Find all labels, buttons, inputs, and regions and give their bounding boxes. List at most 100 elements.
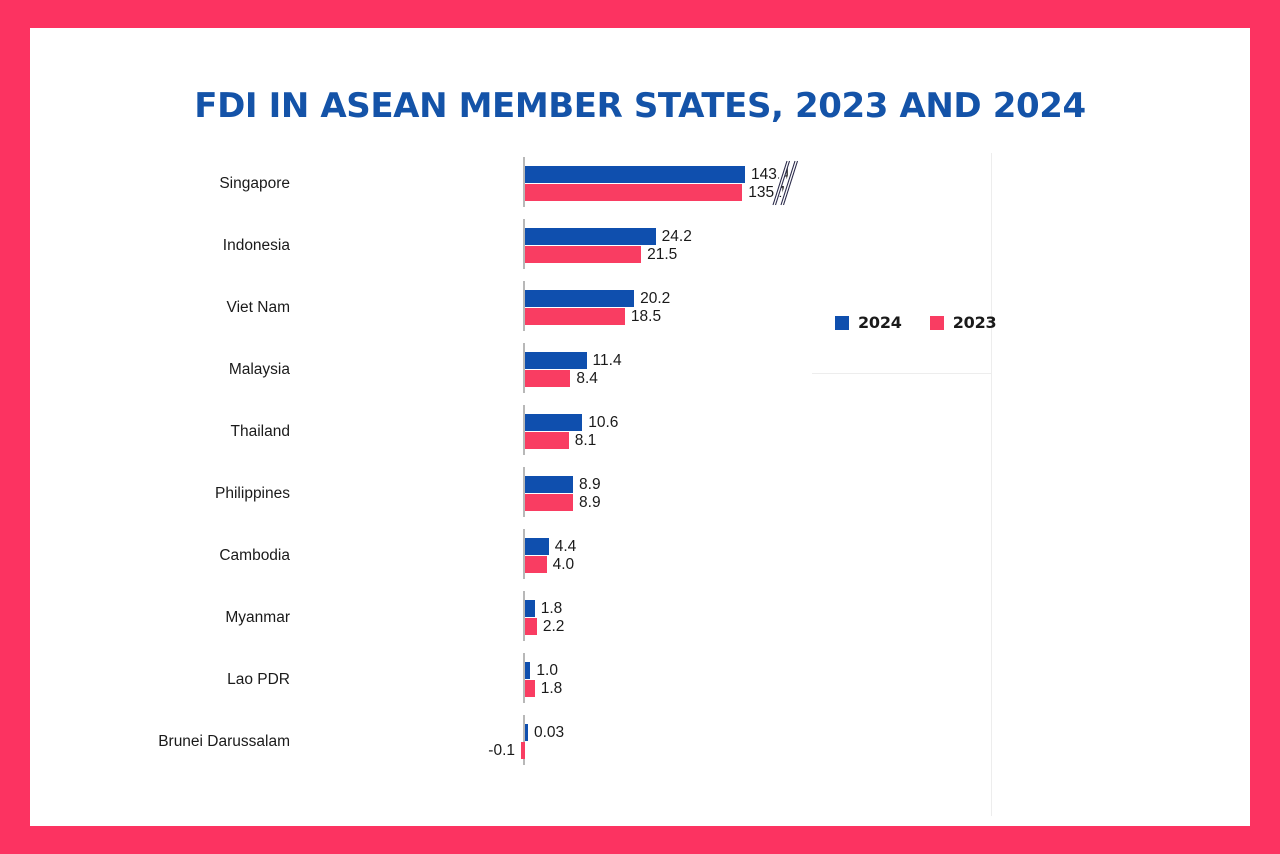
- bar-row-2024[interactable]: 1.0: [523, 662, 1000, 679]
- bar-2023[interactable]: [525, 308, 625, 325]
- category-label: Singapore: [219, 175, 290, 192]
- category-label: Malaysia: [228, 361, 290, 378]
- category-label: Viet Nam: [226, 299, 290, 316]
- bar-group: Viet Nam 20.2 18.5: [227, 281, 1000, 331]
- bar-value-label: 11.4: [592, 351, 622, 369]
- bar-row-2023[interactable]: 18.5: [523, 308, 1000, 325]
- bar-row-2023[interactable]: 135.1: [523, 184, 1000, 201]
- bar-2023[interactable]: [525, 680, 535, 697]
- bar-2024[interactable]: [525, 724, 528, 741]
- bar-value-label: 18.5: [630, 307, 662, 325]
- bar-row-2023[interactable]: 4.0: [523, 556, 1000, 573]
- bar-2024[interactable]: [525, 476, 574, 493]
- bar-row-2024[interactable]: 1.8: [523, 600, 1000, 617]
- bar-value-label: 1.8: [540, 679, 563, 697]
- axis-tick: [523, 467, 525, 517]
- axis-tick: [523, 343, 525, 393]
- bar-2024[interactable]: [525, 538, 549, 555]
- chart-card: FDI IN ASEAN MEMBER STATES, 2023 AND 202…: [30, 28, 1250, 826]
- category-label: Indonesia: [222, 237, 290, 254]
- bar-2023[interactable]: [525, 246, 642, 263]
- chart-legend: 2024 2023: [835, 313, 997, 332]
- bar-row-2023[interactable]: -0.1: [488, 742, 1000, 759]
- bar-group: Lao PDR 1.0 1.8: [227, 653, 1000, 703]
- bar-value-label: 1.0: [536, 661, 558, 679]
- page-title: FDI IN ASEAN MEMBER STATES, 2023 AND 202…: [194, 86, 1086, 126]
- bar-row-2024[interactable]: 4.4: [523, 538, 1000, 555]
- bar-row-2024[interactable]: 20.2: [523, 290, 1000, 307]
- bar-2024[interactable]: [525, 414, 583, 431]
- bar-2023[interactable]: [525, 184, 743, 201]
- bar-group: Malaysia 11.4 8.4: [229, 343, 1000, 393]
- bar-2023[interactable]: [525, 370, 571, 387]
- category-label: Lao PDR: [227, 671, 290, 688]
- bar-2024[interactable]: [525, 228, 656, 245]
- axis-tick: [523, 591, 525, 641]
- bar-group: Myanmar 1.8 2.2: [225, 591, 1000, 641]
- legend-underline: [812, 373, 992, 374]
- bar-2024[interactable]: [525, 600, 535, 617]
- bar-2023[interactable]: [525, 494, 574, 511]
- bar-group: Thailand 10.6 8.1: [231, 405, 1000, 455]
- bar-value-label: 20.2: [640, 289, 671, 307]
- category-label: Thailand: [230, 423, 290, 440]
- bar-group: Indonesia 24.2 21.5: [223, 219, 1000, 269]
- bar-row-2023[interactable]: 8.4: [523, 370, 1000, 387]
- bar-row-2024[interactable]: 24.2: [523, 228, 1000, 245]
- bar-row-2024[interactable]: 11.4: [523, 352, 1000, 369]
- bar-value-label: 4.0: [552, 555, 575, 573]
- axis-tick: [523, 281, 525, 331]
- legend-label-2024: 2024: [858, 313, 902, 332]
- legend-swatch-icon-2024: [835, 315, 849, 330]
- bar-row-2024[interactable]: 0.03: [523, 724, 1000, 741]
- axis-tick: [523, 529, 525, 579]
- bar-row-2024[interactable]: 10.6: [523, 414, 1000, 431]
- bar-2024[interactable]: [525, 352, 587, 369]
- bar-value-label: -0.1: [488, 741, 515, 759]
- legend-label-2023: 2023: [952, 313, 997, 332]
- bar-value-label: 8.1: [574, 431, 597, 449]
- bar-value-label: 143.4: [750, 165, 790, 183]
- axis-tick: [523, 219, 525, 269]
- bar-value-label: 8.9: [579, 493, 601, 511]
- chart-plot-area: Singapore 143.4 135.1 Indonesia 24.2 21.5 Viet…: [158, 153, 1000, 818]
- bar-2024[interactable]: [525, 290, 635, 307]
- bar-value-label: 8.4: [576, 369, 598, 387]
- bar-group: Philippines 8.9 8.9: [215, 467, 1000, 517]
- bar-value-label: 2.2: [542, 617, 565, 635]
- axis-tick: [523, 715, 525, 765]
- axis-tick: [523, 157, 525, 207]
- bar-row-2024[interactable]: 143.4: [523, 166, 1000, 183]
- bar-2023[interactable]: [525, 556, 547, 573]
- bar-value-label: 24.2: [661, 227, 692, 245]
- bar-value-label: 4.4: [554, 537, 577, 555]
- bar-2023[interactable]: [525, 618, 537, 635]
- bar-value-label: 8.9: [579, 475, 601, 493]
- bar-value-label: 10.6: [588, 413, 619, 431]
- axis-tick: [523, 653, 525, 703]
- bar-value-label: 135.1: [748, 183, 788, 201]
- bar-row-2023[interactable]: 21.5: [523, 246, 1000, 263]
- bar-group: Singapore 143.4 135.1: [219, 157, 1000, 207]
- bar-row-2023[interactable]: 8.9: [523, 494, 1000, 511]
- bar-row-2023[interactable]: 8.1: [523, 432, 1000, 449]
- bar-row-2023[interactable]: 1.8: [523, 680, 1000, 697]
- bar-2024[interactable]: [525, 662, 531, 679]
- bar-2023[interactable]: [525, 432, 569, 449]
- legend-item-2024[interactable]: 2024: [835, 313, 902, 332]
- bar-row-2023[interactable]: 2.2: [523, 618, 1000, 635]
- bar-value-label: 1.8: [540, 599, 563, 617]
- bar-group: Brunei Darussalam 0.03 -0.1: [158, 715, 1000, 765]
- plot-right-border: [991, 153, 992, 816]
- bar-2024[interactable]: [525, 166, 745, 183]
- bar-value-label: 0.03: [534, 723, 565, 741]
- bar-2023[interactable]: [521, 742, 525, 759]
- category-label: Philippines: [215, 485, 290, 502]
- bar-value-label: 21.5: [647, 245, 678, 263]
- bar-row-2024[interactable]: 8.9: [523, 476, 1000, 493]
- category-label: Myanmar: [225, 609, 290, 626]
- category-label: Brunei Darussalam: [158, 733, 290, 750]
- legend-item-2023[interactable]: 2023: [929, 313, 997, 332]
- axis-tick: [523, 405, 525, 455]
